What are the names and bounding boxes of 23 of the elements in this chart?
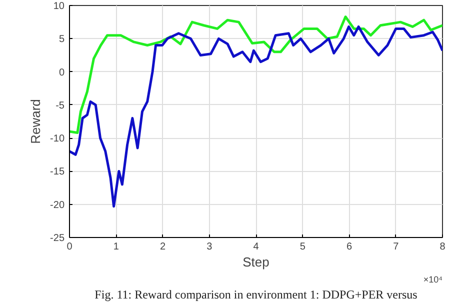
y-tick-label: -20 [50,200,65,211]
y-tick-label: -15 [50,166,65,178]
caption: Fig. 11: Reward comparison in environment 1: DDPG+PER versus [94,288,418,302]
y-tick-label: 0 [58,67,65,78]
y-tick-label: -10 [50,134,65,145]
y-tick-label: 5 [58,34,65,46]
x-axis-title: Step [242,254,270,270]
y-axis-title: Reward [28,99,44,144]
x-tick-label: 1 [113,242,120,252]
x-tick-label: 7 [393,242,400,252]
text: ×10⁴ [423,274,443,284]
line-series [70,16,442,134]
x-tick-label: 3 [206,242,213,252]
x-tick-label: 6 [346,242,352,252]
x-tick-label: 8 [440,242,446,252]
y-tick-label: -5 [56,100,65,112]
y-tick-label: 10 [53,1,65,12]
x-tick-label: 5 [300,242,306,252]
y-tick-label: -25 [50,233,65,244]
x-tick-label: 0 [66,242,73,252]
line-series [70,25,442,208]
x-tick-label: 4 [253,242,260,252]
x-tick-label: 2 [160,242,166,252]
